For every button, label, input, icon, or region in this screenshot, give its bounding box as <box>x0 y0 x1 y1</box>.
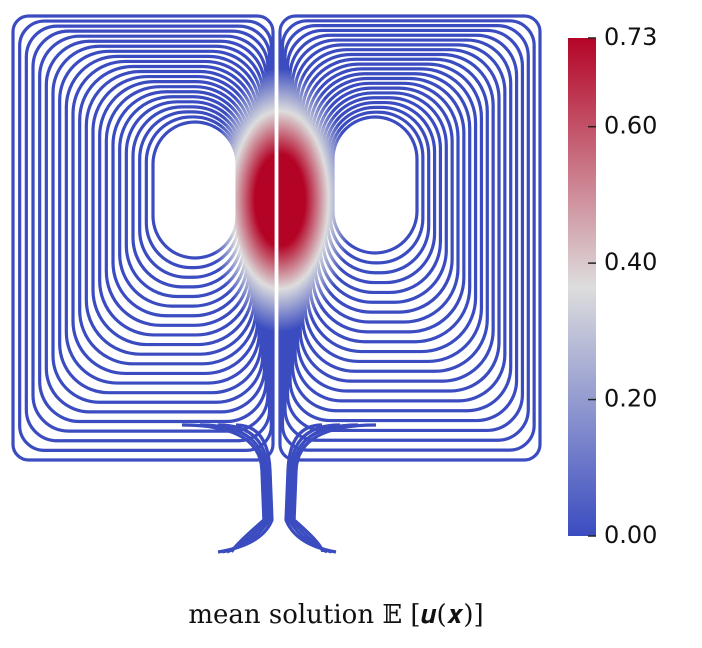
streamline <box>301 57 489 373</box>
streamline <box>278 14 542 462</box>
streamline <box>84 69 256 356</box>
colorbar <box>568 38 596 536</box>
streamline <box>316 86 454 314</box>
streamline <box>285 28 525 433</box>
streamline <box>291 38 513 413</box>
streamline <box>18 19 273 452</box>
streamline <box>51 44 265 404</box>
streamline <box>58 49 263 395</box>
colorbar-tick-label: 0.00 <box>604 521 657 549</box>
streamline <box>311 76 466 334</box>
streamline <box>91 74 255 347</box>
streamline <box>104 85 251 327</box>
colorbar-tick-label: 0.60 <box>604 112 657 140</box>
streamline <box>151 120 239 260</box>
streamline <box>331 115 419 255</box>
streamline <box>131 105 244 289</box>
streamline <box>71 59 260 376</box>
outlet-line <box>292 423 377 553</box>
streamline <box>318 91 448 304</box>
streamline <box>298 52 495 383</box>
colorbar-tick-label: 0.40 <box>604 248 657 276</box>
streamline <box>306 67 478 354</box>
streamline <box>308 72 472 344</box>
streamline <box>64 54 261 385</box>
streamline <box>124 100 246 299</box>
outlet-line <box>199 423 269 554</box>
streamline <box>138 110 243 279</box>
outlet-line <box>289 423 359 554</box>
streamline <box>323 100 437 285</box>
outlet-line <box>181 423 266 553</box>
streamline <box>328 110 425 265</box>
streamline <box>31 29 270 433</box>
streamline <box>144 115 241 270</box>
outlet-line <box>287 423 341 554</box>
streamline <box>293 43 507 403</box>
streamline <box>78 64 258 366</box>
streamline <box>11 14 275 462</box>
streamline <box>280 19 536 452</box>
streamlines <box>11 14 542 554</box>
streamline <box>111 90 249 318</box>
streamline <box>321 96 443 295</box>
colorbar-tick-label: 0.20 <box>604 385 657 413</box>
streamline <box>283 24 530 442</box>
streamline <box>118 95 248 308</box>
streamline <box>44 39 267 414</box>
streamline <box>38 34 268 424</box>
streamline <box>24 24 272 443</box>
streamline <box>296 48 501 393</box>
caption: mean solution 𝔼 [𝒖(𝒙)] <box>188 600 483 630</box>
colorbar-tick-label: 0.73 <box>604 23 657 51</box>
streamline <box>288 33 519 423</box>
streamline <box>313 81 460 324</box>
streamline <box>303 62 484 364</box>
streamline <box>98 80 253 337</box>
streamline <box>326 105 431 275</box>
